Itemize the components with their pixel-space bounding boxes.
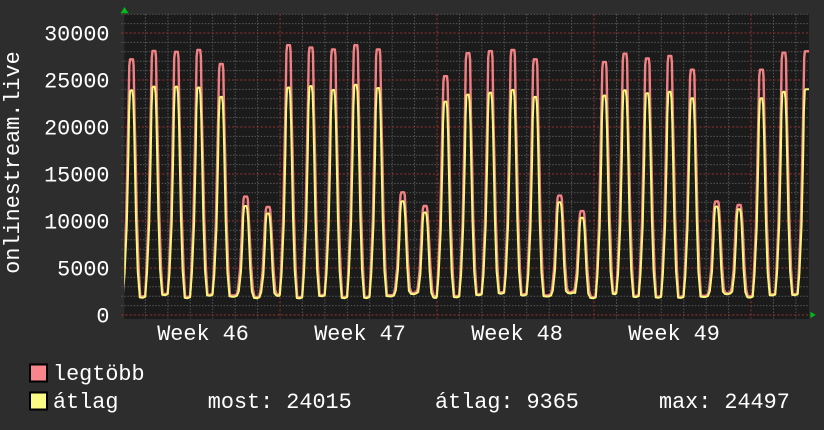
svg-text:Week 48: Week 48 [471,322,563,347]
svg-text:Week 47: Week 47 [314,322,406,347]
svg-text:most: 24015: most: 24015 [208,390,352,415]
svg-text:30000: 30000 [44,23,109,48]
svg-text:20000: 20000 [44,117,109,142]
svg-text:0: 0 [96,305,109,330]
svg-text:10000: 10000 [44,211,109,236]
svg-text:25000: 25000 [44,70,109,95]
svg-text:onlinestream.live: onlinestream.live [1,51,26,273]
svg-text:átlag: 9365: átlag: 9365 [435,390,579,415]
svg-text:5000: 5000 [57,258,109,283]
svg-text:15000: 15000 [44,164,109,189]
svg-text:átlag: átlag [53,390,118,415]
svg-text:max: 24497: max: 24497 [659,390,790,415]
svg-text:Week 49: Week 49 [628,322,720,347]
svg-text:Week 46: Week 46 [157,322,249,347]
svg-text:legtöbb: legtöbb [53,362,145,387]
